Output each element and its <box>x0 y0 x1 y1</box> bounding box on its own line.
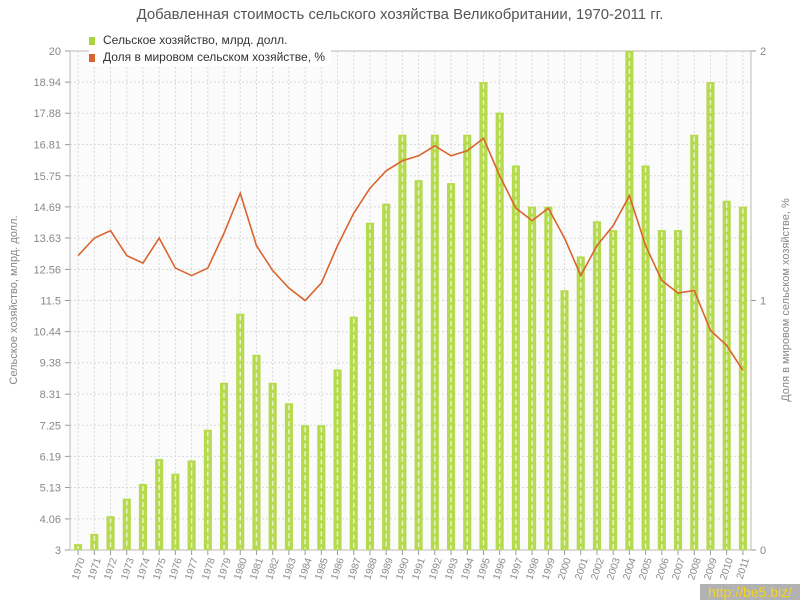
svg-text:20: 20 <box>49 46 61 58</box>
svg-text:0: 0 <box>760 545 766 557</box>
svg-text:11.5: 11.5 <box>40 296 61 308</box>
svg-text:13.63: 13.63 <box>33 233 61 245</box>
svg-text:12.56: 12.56 <box>33 264 61 276</box>
svg-text:15.75: 15.75 <box>33 171 61 183</box>
svg-text:4.06: 4.06 <box>40 514 61 526</box>
svg-text:2: 2 <box>760 46 766 58</box>
svg-text:10.44: 10.44 <box>33 327 61 339</box>
svg-text:3: 3 <box>55 545 61 557</box>
svg-text:5.13: 5.13 <box>40 482 61 494</box>
svg-text:9.38: 9.38 <box>40 358 61 370</box>
svg-text:1: 1 <box>760 296 766 308</box>
svg-text:17.88: 17.88 <box>33 108 61 120</box>
svg-text:14.69: 14.69 <box>33 202 61 214</box>
svg-text:7.25: 7.25 <box>40 420 61 432</box>
svg-text:6.19: 6.19 <box>40 451 61 463</box>
svg-text:18.94: 18.94 <box>33 77 61 89</box>
svg-text:16.81: 16.81 <box>33 140 61 152</box>
svg-text:8.31: 8.31 <box>40 389 61 401</box>
